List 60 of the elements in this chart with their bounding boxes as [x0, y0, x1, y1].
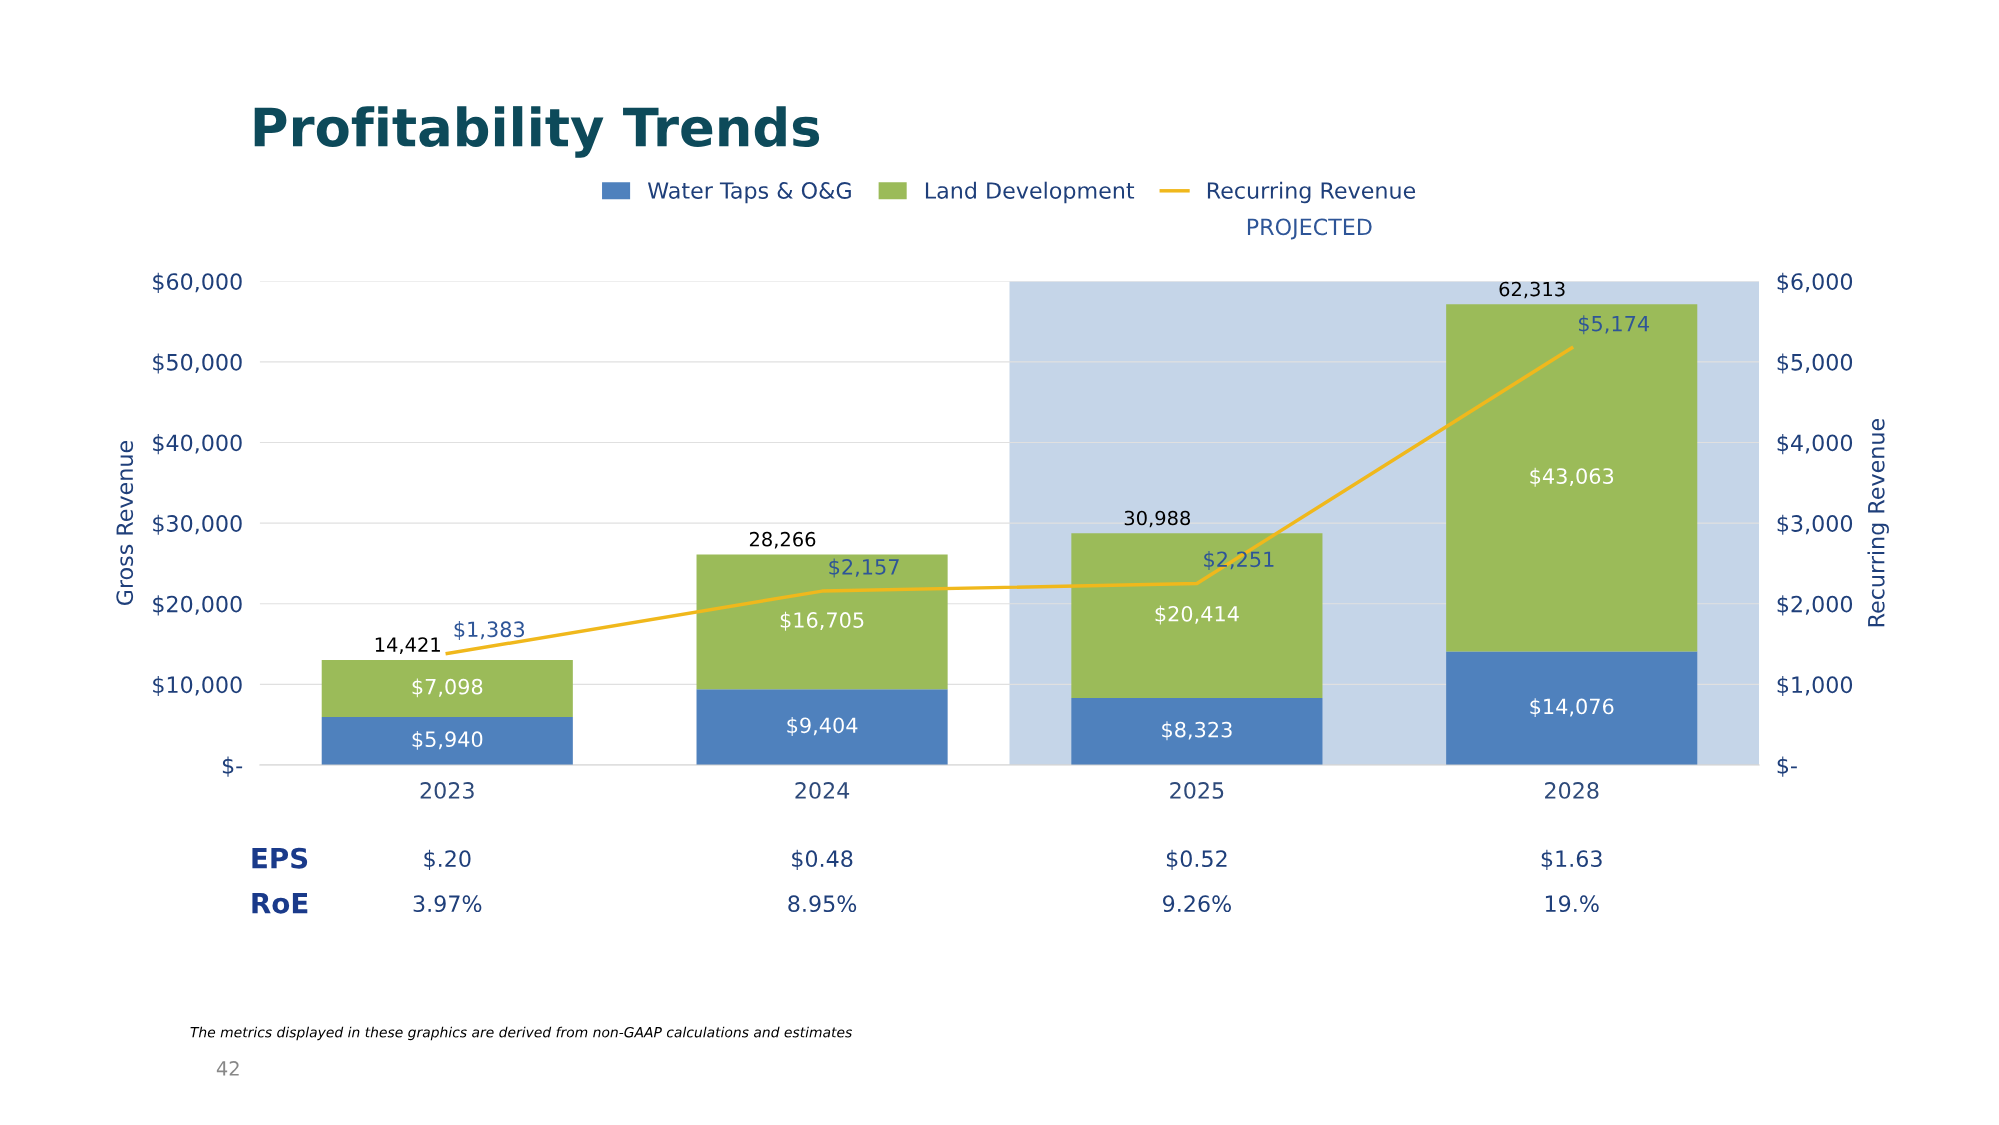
x-tick-label: 2023 — [420, 782, 474, 799]
bar — [696, 554, 948, 690]
data-label: $1,383 — [454, 621, 525, 640]
text: The metrics displayed in these graphics are derived from non-GAAP calculations and estimates — [190, 1026, 852, 1041]
y2-tick-label: $2,000 — [1777, 595, 1853, 616]
x-tick-label: 2028 — [1545, 782, 1599, 799]
text: 19.% — [1545, 895, 1599, 913]
y-tick-label: $- — [222, 756, 243, 777]
data-label: $8,323 — [1162, 721, 1232, 741]
annotation: 62,313 — [1499, 281, 1565, 299]
data-label: $20,414 — [1155, 605, 1239, 625]
text: 8.95% — [788, 895, 857, 913]
text: $.20 — [424, 849, 471, 871]
y2-tick-label: $4,000 — [1777, 434, 1853, 455]
bar — [321, 659, 573, 718]
chart-title: Profitability Trends — [254, 106, 820, 158]
x-tick-label: 2025 — [1170, 782, 1224, 799]
x-tick-label: 2024 — [795, 782, 850, 799]
y2-tick-label: $3,000 — [1777, 514, 1853, 535]
legend-label: Land Development — [925, 181, 1135, 204]
data-label: $5,174 — [1579, 315, 1649, 335]
y-axis-title: Gross Revenue — [116, 441, 134, 606]
data-label: $16,705 — [780, 611, 864, 631]
y2-axis-title: Recurring Revenue — [1867, 419, 1889, 627]
data-label: $5,940 — [412, 730, 483, 750]
text: $1.63 — [1541, 849, 1602, 871]
y2-tick-label: $1,000 — [1777, 675, 1853, 697]
bar — [1071, 697, 1323, 765]
bar — [696, 689, 948, 765]
text: 42 — [216, 1061, 239, 1076]
bar — [1446, 651, 1698, 765]
y-tick-label: $50,000 — [153, 353, 242, 374]
text: 3.97% — [413, 895, 482, 913]
y2-tick-label: $6,000 — [1777, 272, 1853, 293]
y-tick-label: $40,000 — [153, 434, 242, 455]
annotation: 14,421 — [375, 637, 440, 654]
data-label: $14,076 — [1530, 698, 1614, 718]
y2-tick-label: $5,000 — [1777, 353, 1853, 374]
bar — [1071, 533, 1323, 698]
data-label: $2,157 — [829, 558, 899, 578]
annotation: 30,988 — [1124, 510, 1191, 528]
y2-tick-label: $- — [1777, 756, 1797, 777]
y-tick-label: $10,000 — [153, 675, 242, 697]
legend-label: Recurring Revenue — [1207, 181, 1416, 204]
text: EPS — [252, 847, 308, 869]
text: $0.52 — [1166, 849, 1227, 871]
annotation: 28,266 — [749, 531, 816, 549]
data-label: $9,404 — [787, 717, 858, 736]
data-label: $7,098 — [412, 678, 483, 698]
legend-label: Water Taps & O&G — [647, 182, 851, 204]
data-label: $43,063 — [1530, 467, 1614, 487]
text: RoE — [252, 893, 308, 914]
bar — [1446, 304, 1698, 652]
text: 9.26% — [1163, 895, 1231, 913]
y-tick-label: $20,000 — [153, 595, 242, 616]
bar — [321, 717, 573, 765]
text: $0.48 — [792, 849, 853, 871]
y-tick-label: $30,000 — [153, 514, 242, 535]
band-label: PROJECTED — [1247, 218, 1372, 240]
y-tick-label: $60,000 — [153, 272, 242, 293]
